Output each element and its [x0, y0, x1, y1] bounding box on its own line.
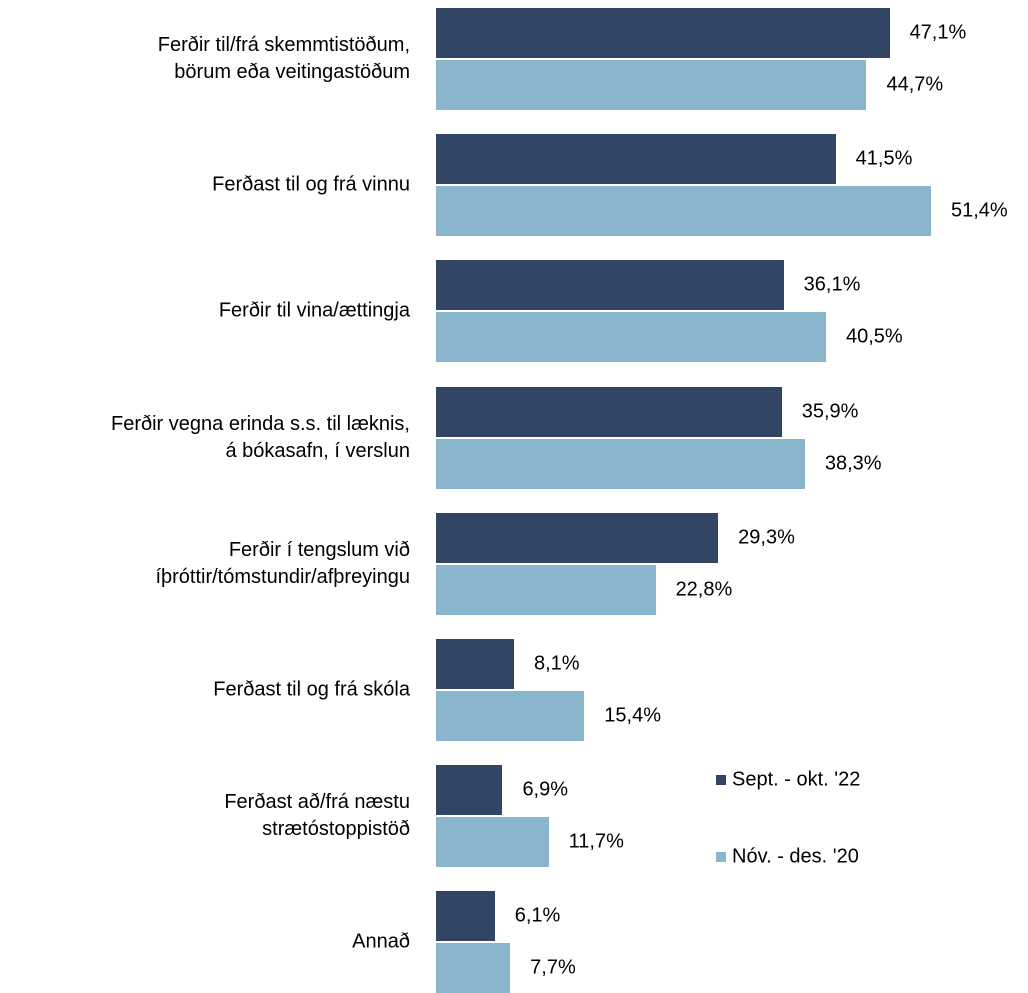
bar [436, 891, 495, 942]
bar [436, 512, 719, 563]
legend-label: Nóv. - des. '20 [732, 845, 859, 868]
legend-label: Sept. - okt. '22 [732, 768, 861, 791]
bar [436, 691, 585, 741]
bar [436, 386, 782, 437]
legend-swatch [716, 775, 726, 785]
value-label: 6,9% [522, 778, 569, 801]
category-label: Ferðast til og frá skóla [213, 678, 410, 701]
bar [436, 943, 511, 993]
legend-swatch [716, 852, 726, 862]
category-label: Ferðir vegna erinda s.s. til læknis, á b… [110, 412, 410, 462]
bar [436, 438, 805, 489]
value-label: 11,7% [568, 830, 624, 853]
category-label: Ferðast til og frá vinnu [212, 173, 410, 196]
value-label: 38,3% [824, 452, 882, 475]
bar [436, 817, 549, 868]
value-label: 8,1% [534, 652, 580, 675]
value-label: 41,5% [855, 147, 913, 170]
category-label: Ferðast að/frá næstu strætóstoppistöð [224, 791, 410, 841]
category-label: Annað [352, 930, 410, 953]
value-label: 40,5% [846, 325, 903, 348]
value-label: 15,4% [604, 704, 662, 727]
value-label: 29,3% [738, 526, 795, 549]
bar [436, 564, 656, 615]
value-label: 47,1% [909, 21, 967, 44]
bar [436, 60, 867, 110]
value-label: 36,1% [803, 273, 861, 296]
value-label: 35,9% [801, 400, 859, 423]
bar [436, 186, 931, 237]
bar [436, 312, 826, 363]
category-label: Ferðir í tengslum við íþróttir/tómstundi… [155, 538, 410, 588]
bar [436, 765, 503, 816]
value-label: 44,7% [886, 73, 944, 96]
bar [436, 260, 784, 311]
category-label: Ferðir til vina/ættingja [218, 299, 410, 322]
value-label: 7,7% [530, 956, 576, 979]
bar [436, 639, 514, 689]
category-label: Ferðir til/frá skemmtistöðum, börum eða … [157, 34, 410, 83]
value-label: 22,8% [675, 578, 733, 601]
value-label: 51,4% [950, 199, 1008, 222]
bar [436, 134, 836, 185]
value-label: 6,1% [514, 904, 561, 927]
bar [436, 8, 890, 58]
